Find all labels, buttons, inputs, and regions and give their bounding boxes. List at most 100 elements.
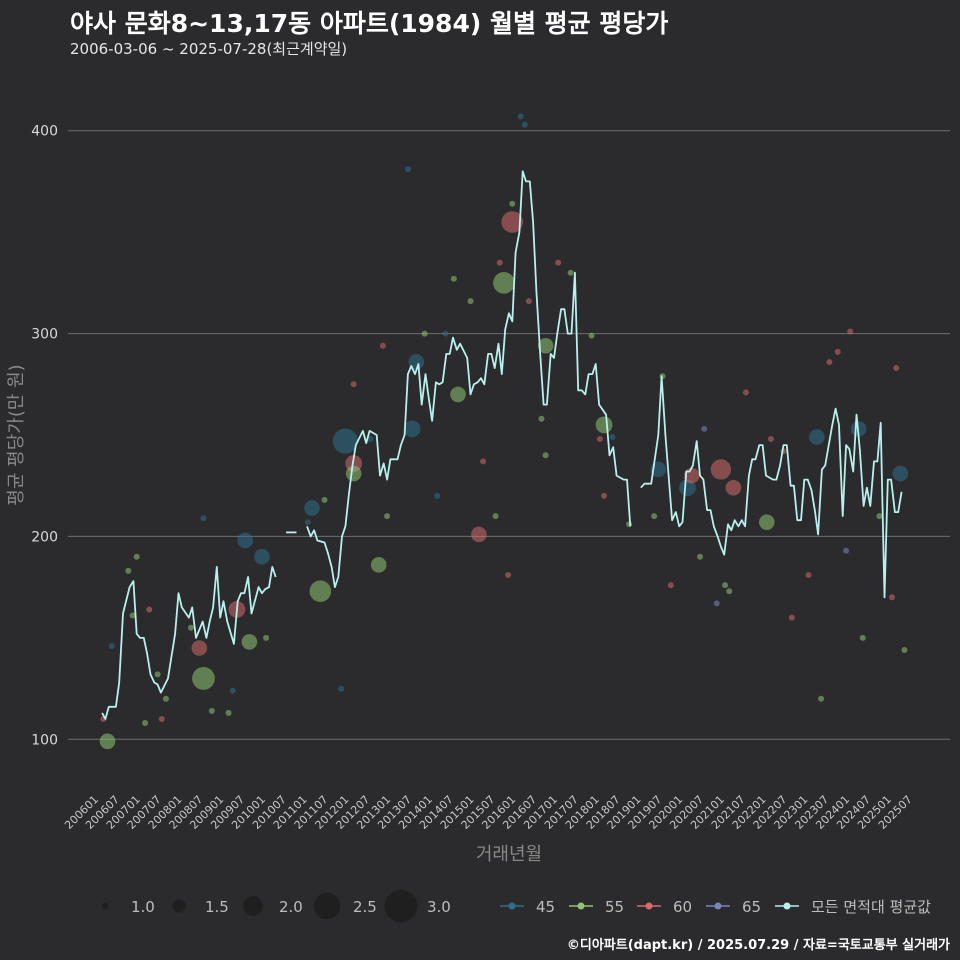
scatter-point [538, 415, 545, 422]
scatter-point [467, 298, 474, 305]
scatter-points [99, 113, 909, 750]
scatter-point [588, 332, 595, 339]
scatter-point [345, 465, 362, 482]
scatter-point [379, 342, 386, 349]
x-axis-label: 거래년월 [476, 844, 542, 865]
chart-subtitle: 2006-03-06 ~ 2025-07-28(최근계약일) [70, 40, 348, 58]
scatter-point [888, 594, 895, 601]
chart-title: 야사 문화8~13,17동 아파트(1984) 월별 평균 평당가 [70, 9, 669, 38]
scatter-point [710, 459, 732, 480]
scatter-point [788, 614, 795, 621]
size-legend-label: 1.0 [131, 898, 155, 916]
scatter-point [596, 436, 603, 443]
scatter-point [847, 328, 854, 335]
color-legend-dot [508, 902, 516, 910]
scatter-point [509, 200, 516, 207]
scatter-point [501, 211, 524, 233]
size-legend-label: 3.0 [427, 898, 451, 916]
scatter-point [742, 389, 749, 396]
y-axis-label: 평균 평당가(만 원) [6, 364, 27, 505]
color-legend-label: 65 [742, 898, 761, 916]
scatter-point [722, 582, 729, 589]
scatter-point [191, 640, 208, 656]
scatter-point [154, 671, 161, 678]
scatter-point [187, 624, 194, 631]
scatter-point [525, 298, 532, 305]
scatter-point [332, 428, 358, 454]
scatter-point [697, 553, 704, 560]
y-tick-label: 300 [31, 327, 58, 343]
color-legend-dot [714, 902, 722, 910]
scatter-point [142, 720, 149, 727]
size-legend-label: 2.5 [353, 898, 377, 916]
scatter-point [450, 275, 457, 282]
scatter-point [370, 557, 387, 573]
scatter-point [876, 513, 883, 520]
scatter-point [237, 532, 254, 549]
color-legend-dot [783, 902, 791, 910]
scatter-point [125, 567, 132, 574]
scatter-point [667, 582, 674, 589]
scatter-point [767, 436, 774, 443]
color-legend-label: 60 [673, 898, 692, 916]
scatter-point [595, 416, 613, 434]
scatter-point [521, 121, 528, 128]
scatter-point [263, 634, 270, 641]
color-legend-label: 모든 면적대 평균값 [811, 898, 931, 916]
scatter-point [726, 588, 733, 595]
scatter-point [809, 429, 825, 445]
size-legend-dot [243, 896, 263, 916]
average-line-segment [640, 375, 903, 599]
scatter-point [805, 571, 812, 578]
scatter-point [537, 337, 554, 354]
scatter-point [450, 386, 466, 403]
average-line-segment [306, 170, 632, 588]
scatter-point [99, 733, 116, 750]
scatter-point [192, 667, 215, 690]
scatter-point [421, 330, 428, 337]
average-line [101, 170, 903, 720]
scatter-point [601, 492, 608, 499]
scatter-point [208, 707, 215, 714]
scatter-point [404, 166, 411, 173]
scatter-point [225, 709, 232, 716]
scatter-point [200, 515, 207, 522]
scatter-point [843, 547, 850, 554]
scatter-point [133, 553, 140, 560]
scatter-point [818, 695, 825, 702]
y-tick-label: 400 [31, 124, 58, 140]
size-legend-dot [172, 899, 186, 913]
scatter-point [893, 365, 900, 372]
scatter-point [713, 600, 720, 607]
scatter-point [517, 113, 524, 120]
scatter-point [542, 452, 549, 459]
scatter-point [651, 513, 658, 520]
scatter-point [304, 500, 320, 516]
scatter-point [108, 642, 115, 649]
color-legend-label: 45 [536, 898, 555, 916]
scatter-point [480, 458, 487, 465]
x-tick-labels: 2006012006072007012007072008012008072009… [62, 793, 915, 832]
scatter-point [350, 381, 357, 388]
size-legend-dot [384, 889, 418, 923]
scatter-point [609, 434, 616, 441]
scatter-point [162, 695, 169, 702]
scatter-point [555, 259, 562, 266]
grid-lines [68, 130, 950, 740]
scatter-point [158, 716, 165, 722]
scatter-point [901, 647, 908, 654]
scatter-point [434, 492, 441, 499]
size-legend-dot [313, 892, 341, 920]
color-legend-dot [577, 902, 585, 910]
scatter-point [229, 687, 236, 694]
scatter-point [758, 514, 775, 531]
scatter-point [892, 465, 909, 482]
color-legend-dot [645, 902, 653, 910]
scatter-point [679, 479, 696, 497]
scatter-point [859, 634, 866, 641]
color-legend: 45 55 60 65 모든 면적대 평균값 [500, 898, 931, 916]
average-line-segment [101, 566, 277, 720]
scatter-point [496, 259, 503, 266]
scatter-point [826, 358, 833, 365]
